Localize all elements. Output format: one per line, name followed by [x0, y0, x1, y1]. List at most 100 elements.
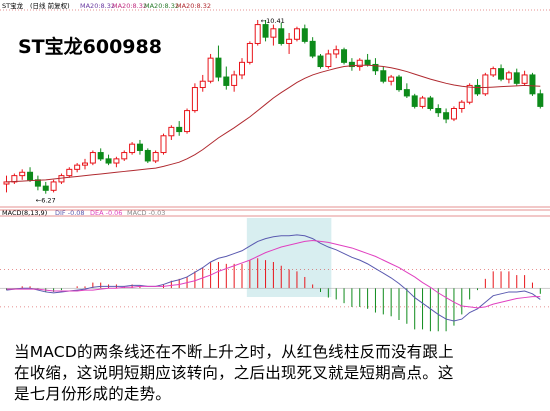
candle-body [427, 97, 434, 110]
legend-stock-name: ST宝龙 [2, 1, 24, 10]
macd-legend-dif: DIF -0.08 [55, 209, 85, 217]
candle [356, 58, 363, 71]
candle-body [82, 162, 88, 166]
chart-grid [0, 9, 550, 308]
candle [396, 74, 402, 92]
candle-body [380, 70, 387, 82]
candle [207, 53, 214, 84]
candle-body [152, 152, 159, 162]
dea-line [6, 239, 541, 309]
candle [482, 72, 489, 96]
candle-body [529, 74, 536, 95]
candle [184, 108, 191, 134]
candle-body [74, 164, 81, 170]
candle-body [176, 126, 183, 133]
candle-body [301, 28, 308, 42]
candle [458, 100, 465, 113]
candle-body [396, 76, 402, 91]
candle [498, 64, 505, 82]
candle-body [27, 171, 34, 181]
candle [450, 106, 457, 122]
candle [42, 181, 49, 194]
candle [333, 45, 340, 59]
candle [89, 150, 96, 166]
candle-body [490, 68, 497, 76]
candle [254, 19, 261, 46]
candle [121, 150, 128, 161]
candle-body [388, 76, 395, 82]
candle-body [129, 143, 136, 154]
candle [380, 66, 387, 84]
candle-body [309, 40, 316, 57]
candle [364, 53, 371, 67]
candle [293, 26, 300, 42]
candle-body [419, 97, 426, 107]
high-price-annotation: ←10.41 [261, 17, 285, 25]
candle [435, 104, 442, 117]
macd-legend-macd: MACD -0.03 [127, 209, 165, 217]
candle [427, 95, 434, 111]
candle-body [372, 63, 379, 72]
candle-body [537, 93, 544, 107]
candle-body [239, 61, 245, 76]
candle [152, 150, 159, 164]
candle-body [113, 158, 120, 164]
caption: 当MACD的两条线还在不断上升之时，从红色线柱反而没有跟上 在收缩，这说明短期应… [14, 342, 534, 405]
candle-body [348, 61, 355, 68]
candle [19, 169, 26, 180]
candle-body [136, 143, 143, 151]
candle [403, 83, 410, 99]
candle [278, 22, 285, 46]
candle-body [191, 87, 198, 112]
candle [490, 66, 497, 78]
candle [191, 83, 198, 113]
candle [317, 53, 324, 69]
candle [286, 32, 293, 54]
legend-ma-1: MA20:8.32 [80, 2, 115, 10]
candle-body [466, 84, 473, 103]
candle [223, 66, 230, 90]
candle [160, 133, 167, 155]
candle-body [341, 49, 348, 63]
candle [513, 68, 520, 86]
legend-ma-2: MA20:8.32 [112, 2, 147, 10]
dif-line [6, 234, 541, 322]
candle [529, 72, 536, 96]
candle [82, 158, 88, 170]
candle-body [317, 55, 324, 68]
candle-body [356, 59, 363, 68]
overlay-title: ST宝龙600988 [18, 35, 162, 58]
candle-body [105, 158, 112, 164]
legend-ma-3: MA20:8.32 [144, 2, 179, 10]
candle-body [254, 24, 261, 44]
caption-line: 是七月份形成的走势。 [14, 385, 172, 403]
candle [168, 125, 175, 140]
macd-legend-name: MACD(8,13,9) [2, 209, 47, 217]
candle [239, 58, 245, 80]
legend-ma-4: MA20:8.32 [176, 2, 211, 10]
candle [50, 179, 57, 193]
candle-body [42, 185, 49, 191]
candle [505, 70, 512, 84]
candle [144, 148, 151, 164]
candle-body [443, 112, 450, 120]
candle-body [97, 152, 104, 160]
candle-body [482, 74, 489, 95]
candle [74, 163, 81, 173]
candle-body [262, 24, 269, 38]
price-legend: ST宝龙 (日线 前复权) MA20:8.32 MA20:8.32 MA20:8… [2, 1, 211, 10]
candle [521, 70, 528, 86]
ma20-line [6, 64, 541, 183]
candle-body [286, 38, 293, 44]
candle-body [450, 108, 457, 120]
candle [176, 121, 183, 136]
candle-body [333, 49, 340, 55]
candle-body [215, 57, 222, 78]
candle-body [19, 171, 26, 177]
candle-body [199, 80, 206, 89]
stock-chart: ST宝龙 (日线 前复权) MA20:8.32 MA20:8.32 MA20:8… [0, 1, 550, 332]
candle [199, 74, 206, 92]
candle-body [364, 59, 371, 65]
candle [419, 95, 426, 109]
candle-body [246, 42, 253, 63]
